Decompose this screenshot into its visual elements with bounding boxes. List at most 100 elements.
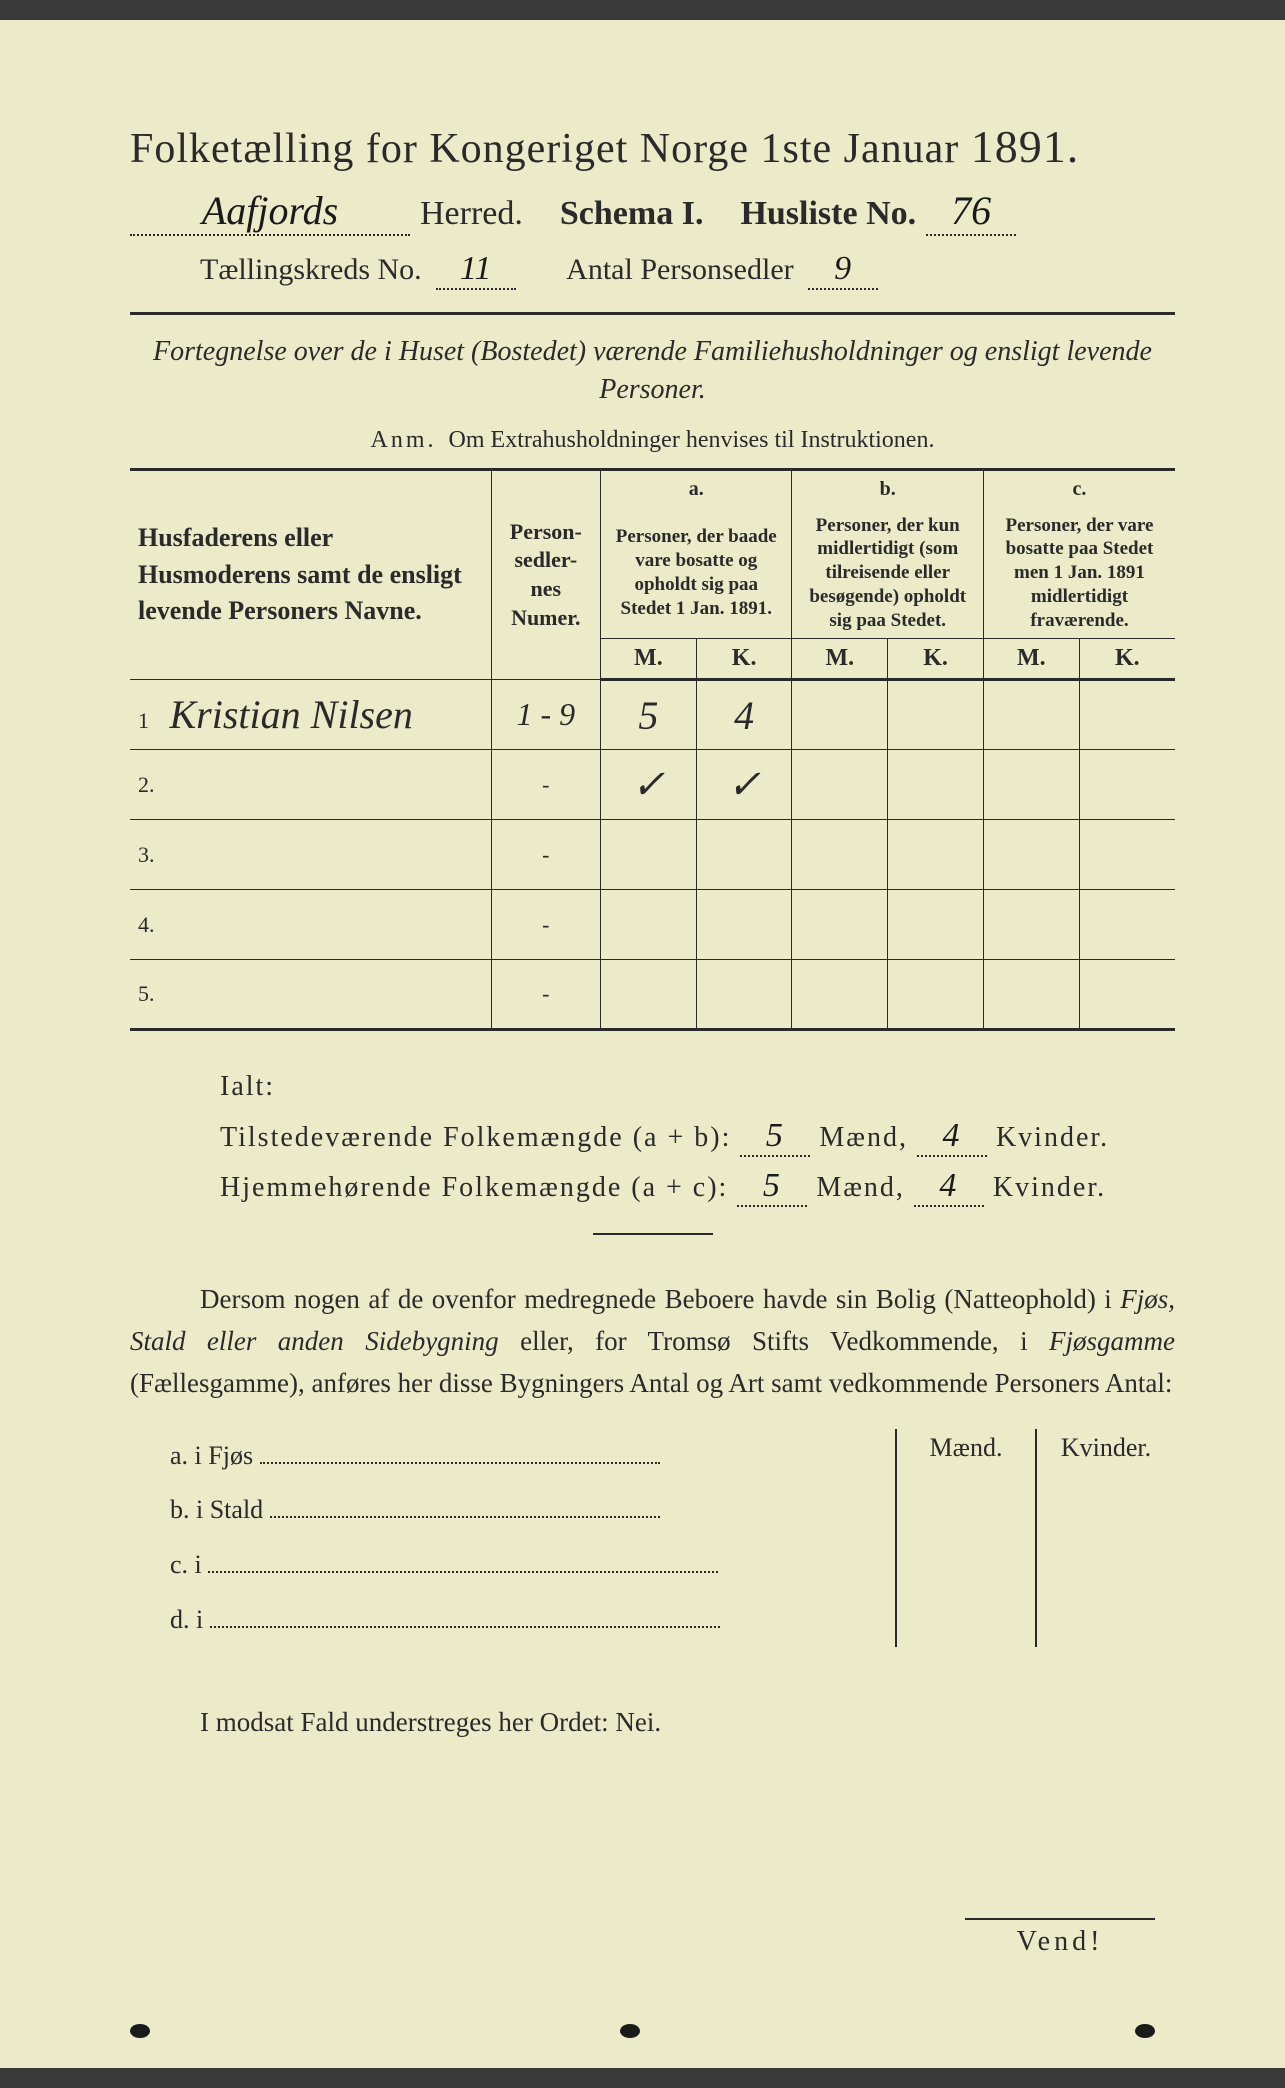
th-c: Personer, der vare bosatte paa Stedet me… xyxy=(983,508,1175,639)
table-row: 3. - xyxy=(130,820,1175,890)
fjos-d: d. i xyxy=(170,1593,875,1648)
th-b-k: K. xyxy=(888,639,984,680)
cell-name: 2. xyxy=(130,750,491,820)
dersom-t1: Dersom nogen af de ovenfor medregnede Be… xyxy=(200,1284,1120,1314)
fjos-section: a. i Fjøs b. i Stald c. i d. i Mænd. Kvi… xyxy=(130,1429,1175,1647)
divider-1 xyxy=(130,312,1175,315)
table-row: 5. - xyxy=(130,960,1175,1030)
cell-num: - xyxy=(491,960,600,1030)
ialt-maend-2: Mænd, xyxy=(816,1172,905,1203)
row-num: 5. xyxy=(138,981,164,1007)
th-a-m: M. xyxy=(601,639,697,680)
mk-box: Mænd. Kvinder. xyxy=(895,1429,1175,1647)
ialt-r1-k: 4 xyxy=(917,1117,987,1157)
dersom-em2: Fjøsgamme xyxy=(1049,1326,1175,1356)
row-num: 2. xyxy=(138,772,164,798)
mk-kvinder: Kvinder. xyxy=(1037,1429,1175,1647)
dersom-t3: (Fællesgamme), anføres her disse Bygning… xyxy=(130,1368,1172,1398)
th-a-letter: a. xyxy=(601,469,792,508)
th-b-letter: b. xyxy=(792,469,983,508)
ialt-title: Ialt: xyxy=(220,1071,1175,1103)
cell-cM xyxy=(983,750,1079,820)
ialt-r1-label: Tilstedeværende Folkemængde (a + b): xyxy=(220,1122,731,1153)
cell-aM: 5 xyxy=(601,680,697,750)
row-name-hw: Kristian Nilsen xyxy=(170,692,413,737)
cell-cM xyxy=(983,680,1079,750)
cell-bK xyxy=(888,890,984,960)
modsat-line: I modsat Fald understreges her Ordet: Ne… xyxy=(200,1707,1175,1738)
th-num-text: Person-sedler-nes Numer. xyxy=(510,519,582,630)
vend-label: Vend! xyxy=(965,1918,1155,1958)
kreds-no: 11 xyxy=(436,250,516,290)
table-row: 2. - ✓ ✓ xyxy=(130,750,1175,820)
th-a-letter-text: a. xyxy=(689,478,704,500)
ialt-row-1: Tilstedeværende Folkemængde (a + b): 5 M… xyxy=(220,1117,1175,1157)
ialt-kvinder-2: Kvinder. xyxy=(993,1172,1106,1203)
title-line-1: Folketælling for Kongeriget Norge 1ste J… xyxy=(130,120,1175,173)
row-num: 1 xyxy=(138,708,164,734)
dersom-paragraph: Dersom nogen af de ovenfor medregnede Be… xyxy=(130,1279,1175,1405)
cell-bK xyxy=(888,750,984,820)
husliste-label: Husliste No. xyxy=(740,195,916,233)
th-name: Husfaderens eller Husmoderens samt de en… xyxy=(130,469,491,680)
cell-aM xyxy=(601,820,697,890)
cell-aK: 4 xyxy=(696,680,792,750)
cell-bM xyxy=(792,960,888,1030)
fjos-lines: a. i Fjøs b. i Stald c. i d. i xyxy=(130,1429,875,1647)
cell-aM xyxy=(601,890,697,960)
row-num: 4. xyxy=(138,912,164,938)
binding-hole-icon xyxy=(130,2024,150,2038)
cell-cM xyxy=(983,960,1079,1030)
cell-cK xyxy=(1079,680,1175,750)
row-num: 3. xyxy=(138,842,164,868)
cell-name: 1 Kristian Nilsen xyxy=(130,680,491,750)
fjos-a-label: a. i Fjøs xyxy=(170,1441,253,1470)
cell-bM xyxy=(792,750,888,820)
th-a: Personer, der baade vare bosatte og opho… xyxy=(601,508,792,639)
table-row: 4. - xyxy=(130,890,1175,960)
cell-aK: ✓ xyxy=(696,750,792,820)
cell-aK xyxy=(696,960,792,1030)
cell-name: 4. xyxy=(130,890,491,960)
title-year: 1891. xyxy=(971,120,1080,173)
cell-num: - xyxy=(491,890,600,960)
cell-bM xyxy=(792,820,888,890)
cell-bM xyxy=(792,890,888,960)
title-main: Folketælling for Kongeriget Norge 1ste J… xyxy=(130,125,959,173)
cell-cM xyxy=(983,820,1079,890)
th-b-m: M. xyxy=(792,639,888,680)
fjos-d-label: d. i xyxy=(170,1605,203,1634)
title-line-2: Aafjords Herred. Schema I. Husliste No. … xyxy=(130,187,1175,236)
cell-aK xyxy=(696,820,792,890)
th-c-letter: c. xyxy=(983,469,1175,508)
binding-hole-icon xyxy=(620,2024,640,2038)
fjos-c-label: c. i xyxy=(170,1550,202,1579)
ialt-row-2: Hjemmehørende Folkemængde (a + c): 5 Mæn… xyxy=(220,1167,1175,1207)
th-b: Personer, der kun midlertidigt (som tilr… xyxy=(792,508,983,639)
ialt-kvinder: Kvinder. xyxy=(996,1122,1109,1153)
fortegnelse-text: Fortegnelse over de i Huset (Bostedet) v… xyxy=(130,333,1175,409)
th-c-m: M. xyxy=(983,639,1079,680)
ialt-r2-m: 5 xyxy=(737,1167,807,1207)
cell-num: - xyxy=(491,750,600,820)
th-c-text: Personer, der vare bosatte paa Stedet me… xyxy=(1006,515,1154,631)
ialt-maend: Mænd, xyxy=(819,1122,908,1153)
cell-bK xyxy=(888,680,984,750)
husliste-no: 76 xyxy=(926,187,1016,236)
cell-cK xyxy=(1079,960,1175,1030)
th-a-text: Personer, der baade vare bosatte og opho… xyxy=(616,526,777,618)
herred-name-hw: Aafjords xyxy=(130,187,410,236)
mk-maend: Mænd. xyxy=(897,1429,1037,1647)
fjos-b: b. i Stald xyxy=(170,1483,875,1538)
census-table: Husfaderens eller Husmoderens samt de en… xyxy=(130,468,1175,1032)
title-line-3: Tællingskreds No. 11 Antal Personsedler … xyxy=(200,250,1175,290)
th-a-k: K. xyxy=(696,639,792,680)
anm-line: Anm. Om Extrahusholdninger henvises til … xyxy=(130,427,1175,454)
dersom-t2: eller, for Tromsø Stifts Vedkommende, i xyxy=(499,1326,1049,1356)
cell-num: 1 - 9 xyxy=(491,680,600,750)
fjos-a: a. i Fjøs xyxy=(170,1429,875,1484)
th-num: Person-sedler-nes Numer. xyxy=(491,469,600,680)
cell-bK xyxy=(888,960,984,1030)
antal-no: 9 xyxy=(808,250,878,290)
fjos-b-label: b. i Stald xyxy=(170,1495,263,1524)
